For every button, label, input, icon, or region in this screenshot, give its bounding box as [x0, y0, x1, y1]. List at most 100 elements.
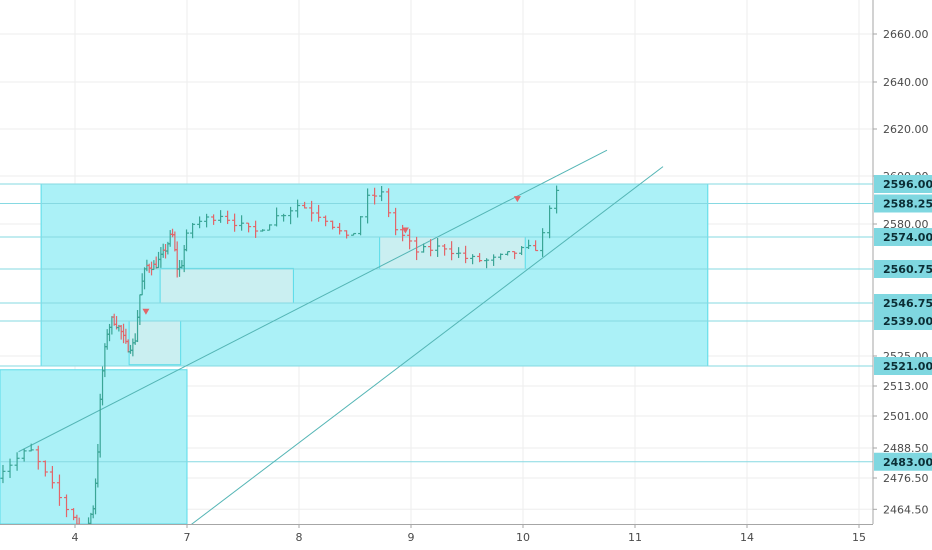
- candle-97: [449, 241, 455, 261]
- candle-102: [484, 258, 490, 269]
- candle-63: [211, 214, 217, 225]
- candle-72: [274, 207, 280, 227]
- price-badge-2539.00: 2539.00: [874, 312, 932, 330]
- y-tick-label-2640.00: 2640.00: [883, 76, 929, 89]
- candle-92: [414, 236, 420, 261]
- candle-100: [470, 254, 476, 265]
- candle-79: [323, 215, 329, 227]
- consolidation-box-1: [128, 320, 182, 366]
- candle-82: [344, 230, 350, 239]
- candle-86: [372, 187, 378, 205]
- candle-70: [260, 229, 266, 232]
- signal-marker-2: [513, 196, 521, 203]
- candle-85: [365, 188, 371, 224]
- signal-markers: [142, 196, 521, 315]
- price-badge-bg: [874, 194, 932, 213]
- candle-62: [204, 213, 210, 228]
- y-tick-label-2476.50: 2476.50: [883, 472, 929, 485]
- candle-99: [463, 245, 469, 264]
- price-badge-bg: [874, 294, 932, 312]
- time-axis[interactable]: 4 7 8 9 10 11 14 15: [0, 524, 873, 550]
- price-badge-label: 2560.75: [883, 263, 932, 276]
- candle-64: [218, 210, 224, 223]
- candles: [0, 185, 560, 548]
- y-tick-label-2580.00: 2580.00: [883, 218, 929, 231]
- candle-111: [547, 205, 553, 239]
- price-badge-label: 2588.25: [883, 198, 932, 211]
- candle-67: [239, 215, 245, 231]
- price-badge-2596.00: 2596.00: [874, 175, 932, 193]
- candle-110: [540, 228, 546, 257]
- price-badge-bg: [874, 228, 932, 246]
- price-badge-2574.00: 2574.00: [874, 228, 932, 246]
- price-badge-2521.00: 2521.00: [874, 357, 932, 375]
- candle-80: [330, 220, 336, 230]
- candle-96: [442, 244, 448, 256]
- x-tick-label-10: 10: [516, 531, 530, 544]
- x-tick-label-4: 4: [72, 531, 79, 544]
- candle-59: [184, 229, 190, 252]
- candle-73: [281, 213, 287, 222]
- y-tick-label-2620.00: 2620.00: [883, 123, 929, 136]
- trend-lines[interactable]: [18, 149, 664, 543]
- candle-4: [21, 448, 27, 462]
- y-tick-label-2488.50: 2488.50: [883, 442, 929, 455]
- time-axis-background: [0, 525, 873, 550]
- y-tick-label-2660.00: 2660.00: [883, 28, 929, 41]
- candle-77: [309, 200, 315, 222]
- price-badge-bg: [874, 357, 932, 375]
- candle-93: [421, 243, 427, 253]
- candle-88: [386, 188, 392, 218]
- candle-76: [302, 201, 308, 209]
- candle-87: [379, 186, 385, 202]
- price-badge-2560.75: 2560.75: [874, 260, 932, 278]
- consolidation-box-2: [159, 267, 294, 304]
- y-tick-label-2513.00: 2513.00: [883, 380, 929, 393]
- price-badge-2546.75: 2546.75: [874, 294, 932, 312]
- candle-5: [28, 443, 34, 452]
- candle-104: [498, 253, 504, 260]
- price-badge-label: 2574.00: [883, 231, 932, 244]
- candle-65: [225, 210, 231, 225]
- candle-95: [435, 237, 441, 257]
- price-level-badges: 2596.00 2588.25 2574.00 2560.75 2546.75 2539.…: [874, 175, 932, 471]
- candle-105: [505, 251, 511, 256]
- upper-trend-line[interactable]: [18, 149, 608, 453]
- candle-109: [533, 240, 539, 252]
- candle-2: [7, 458, 13, 478]
- signal-marker-1: [401, 227, 409, 234]
- signal-marker-0: [142, 308, 150, 315]
- candle-69: [253, 220, 259, 238]
- x-tick-label-11: 11: [628, 531, 642, 544]
- candle-78: [316, 204, 322, 222]
- candle-84: [358, 216, 364, 236]
- candle-91: [407, 228, 413, 250]
- candle-3: [14, 452, 20, 471]
- candle-81: [337, 223, 343, 235]
- candle-112: [554, 185, 560, 214]
- y-tick-label-2464.50: 2464.50: [883, 503, 929, 516]
- lower-trend-line[interactable]: [168, 166, 664, 543]
- price-badge-bg: [874, 312, 932, 330]
- candle-98: [456, 247, 462, 259]
- price-levels: [0, 183, 873, 463]
- candle-60: [190, 222, 196, 239]
- candle-103: [491, 254, 497, 266]
- candle-89: [393, 207, 399, 236]
- price-badge-label: 2483.00: [883, 456, 932, 469]
- price-badge-label: 2596.00: [883, 178, 932, 191]
- price-badge-2588.25: 2588.25: [874, 194, 932, 213]
- candle-94: [428, 239, 434, 257]
- candle-61: [197, 216, 203, 229]
- candle-9: [56, 474, 62, 506]
- price-badge-bg: [874, 452, 932, 471]
- x-tick-label-9: 9: [408, 531, 415, 544]
- candle-108: [526, 239, 532, 249]
- candle-75: [295, 199, 301, 218]
- candle-101: [477, 253, 483, 263]
- price-badge-label: 2546.75: [883, 297, 932, 310]
- x-tick-label-7: 7: [184, 531, 191, 544]
- candle-66: [232, 213, 238, 232]
